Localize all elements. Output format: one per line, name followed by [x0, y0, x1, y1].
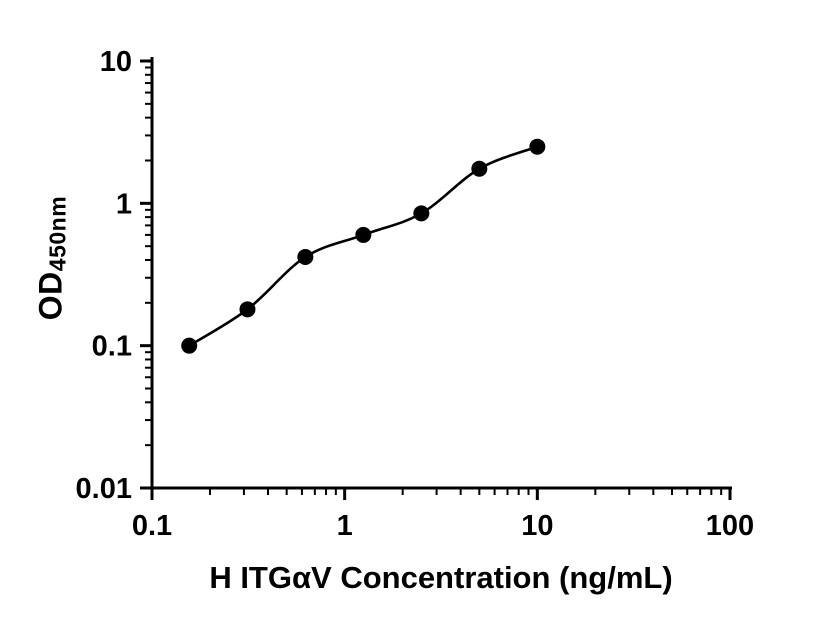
data-point — [471, 160, 488, 177]
x-tick-label: 100 — [706, 510, 754, 542]
data-point — [297, 248, 314, 265]
fit-curve — [188, 145, 538, 347]
x-tick-label: 1 — [337, 510, 353, 542]
axes — [150, 57, 732, 490]
y-axis-title-subscript: 450nm — [44, 195, 71, 272]
y-tick-label: 0.01 — [76, 473, 132, 505]
x-tick-label: 0.1 — [132, 510, 172, 542]
y-tick-label: 10 — [100, 46, 132, 78]
data-point — [181, 337, 198, 354]
ticks — [140, 59, 732, 500]
data-point — [355, 226, 372, 243]
data-point — [239, 301, 256, 318]
x-axis-title: H ITGαV Concentration (ng/mL) — [209, 560, 673, 595]
y-tick-label: 1 — [116, 188, 132, 220]
data-point — [529, 138, 546, 155]
y-axis-title-main: OD — [32, 271, 69, 321]
data-points — [181, 138, 546, 354]
data-point — [413, 205, 430, 222]
axis-lines — [150, 57, 732, 490]
x-tick-label: 10 — [521, 510, 553, 542]
y-tick-label: 0.1 — [92, 331, 132, 363]
y-axis-title: OD450nm — [32, 196, 71, 320]
